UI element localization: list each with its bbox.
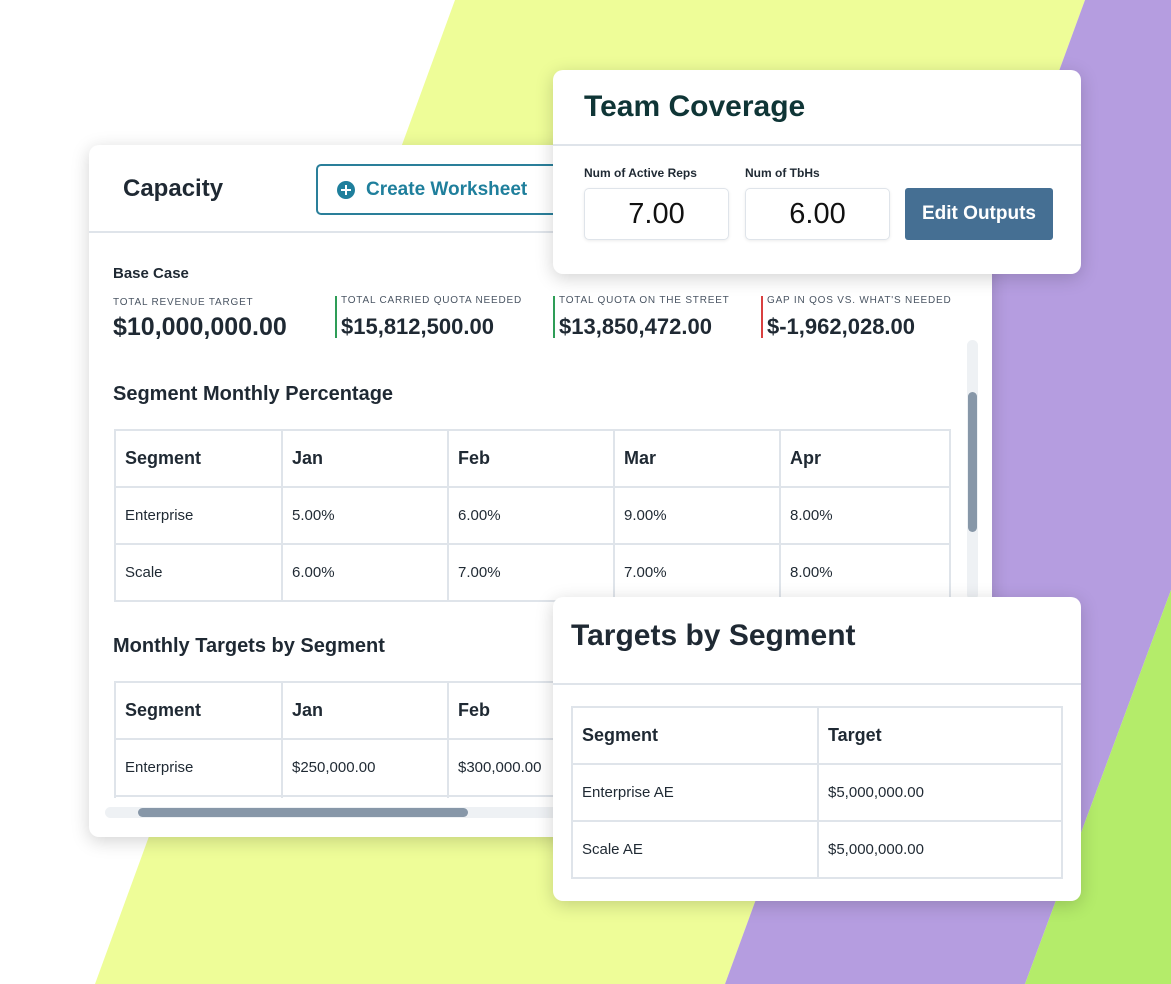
row: Scale AE $5,000,000.00	[571, 820, 1063, 879]
header-cell: Jan	[281, 429, 449, 488]
scroll-thumb[interactable]	[138, 808, 468, 817]
button-label: Create Worksheet	[366, 178, 528, 200]
metric-value: $13,850,472.00	[559, 314, 712, 339]
metric-label: TOTAL REVENUE TARGET	[113, 297, 254, 308]
field-label: Num of Active Reps	[584, 166, 697, 180]
divider	[89, 231, 992, 233]
row: Scale 6.00% 7.00% 7.00% 8.00%	[114, 543, 951, 602]
section-title: Base Case	[113, 265, 189, 282]
scroll-thumb[interactable]	[968, 392, 977, 532]
table-title: Segment Monthly Percentage	[113, 383, 394, 405]
header-cell: Segment	[114, 681, 283, 740]
targets-table: Segment Target Enterprise AE $5,000,000.00 S…	[571, 706, 1063, 879]
header-row: Segment Target	[571, 706, 1063, 765]
cell: $250,000.00	[281, 738, 449, 797]
header-cell: Feb	[447, 429, 615, 488]
segment-monthly-table: Segment Jan Feb Mar Apr Enterprise 5.00% 6.00% 9…	[114, 429, 951, 602]
cell: $5,000,000.00	[817, 763, 1063, 822]
field-input[interactable]: 7.00	[584, 188, 729, 240]
row	[114, 795, 617, 798]
table-title: Monthly Targets by Segment	[113, 635, 385, 657]
card-title: Team Coverage	[584, 90, 806, 123]
header-row: Segment Jan Feb Mar Apr	[114, 429, 951, 488]
cell: Scale	[114, 543, 283, 602]
row: Enterprise 5.00% 6.00% 9.00% 8.00%	[114, 486, 951, 545]
cell: 7.00%	[613, 543, 781, 602]
metric-bar	[335, 296, 337, 338]
team-coverage-card: Team Coverage Num of Active Reps 7.00 Num …	[553, 70, 1081, 274]
metric-value: $10,000,000.00	[113, 313, 287, 341]
field-input[interactable]: 6.00	[745, 188, 890, 240]
cell: Scale AE	[571, 820, 819, 879]
header-cell: Target	[817, 706, 1063, 765]
cell: 9.00%	[613, 486, 781, 545]
monthly-targets-table: Segment Jan Feb Enterprise $250,000.00 $300,0…	[114, 681, 617, 798]
card-title: Capacity	[123, 175, 224, 202]
card-title: Targets by Segment	[571, 619, 856, 652]
targets-card: Targets by Segment Segment Target Enterpri…	[553, 597, 1081, 901]
cell: 8.00%	[779, 486, 951, 545]
row: Enterprise AE $5,000,000.00	[571, 763, 1063, 822]
header-cell: Segment	[571, 706, 819, 765]
horizontal-scrollbar[interactable]	[105, 807, 565, 818]
cell	[281, 795, 449, 798]
divider	[553, 683, 1081, 685]
metric-label: GAP IN QOS VS. WHAT'S NEEDED	[767, 295, 952, 306]
edit-outputs-button[interactable]: Edit Outputs	[905, 188, 1053, 240]
create-worksheet-button[interactable]: Create Worksheet	[316, 164, 570, 215]
metric-label: TOTAL CARRIED QUOTA NEEDED	[341, 295, 523, 306]
header-cell: Apr	[779, 429, 951, 488]
cell: $5,000,000.00	[817, 820, 1063, 879]
cell: 7.00%	[447, 543, 615, 602]
cell: Enterprise	[114, 738, 283, 797]
cell	[114, 795, 283, 798]
cell: 5.00%	[281, 486, 449, 545]
field-label: Num of TbHs	[745, 166, 820, 180]
vertical-scrollbar[interactable]	[967, 340, 978, 600]
metric-value: $15,812,500.00	[341, 314, 494, 339]
header-cell: Mar	[613, 429, 781, 488]
cell: 8.00%	[779, 543, 951, 602]
cell: 6.00%	[447, 486, 615, 545]
cell: Enterprise	[114, 486, 283, 545]
metric-value: $-1,962,028.00	[767, 314, 916, 339]
cell: Enterprise AE	[571, 763, 819, 822]
header-row: Segment Jan Feb	[114, 681, 617, 740]
metric-bar	[761, 296, 763, 338]
plus-icon	[337, 180, 355, 199]
metric-label: TOTAL QUOTA ON THE STREET	[559, 295, 730, 306]
metric-bar	[553, 296, 555, 338]
header-cell: Segment	[114, 429, 283, 488]
cell: 6.00%	[281, 543, 449, 602]
header-cell: Jan	[281, 681, 449, 740]
divider	[553, 144, 1081, 146]
row: Enterprise $250,000.00 $300,000.00	[114, 738, 617, 797]
